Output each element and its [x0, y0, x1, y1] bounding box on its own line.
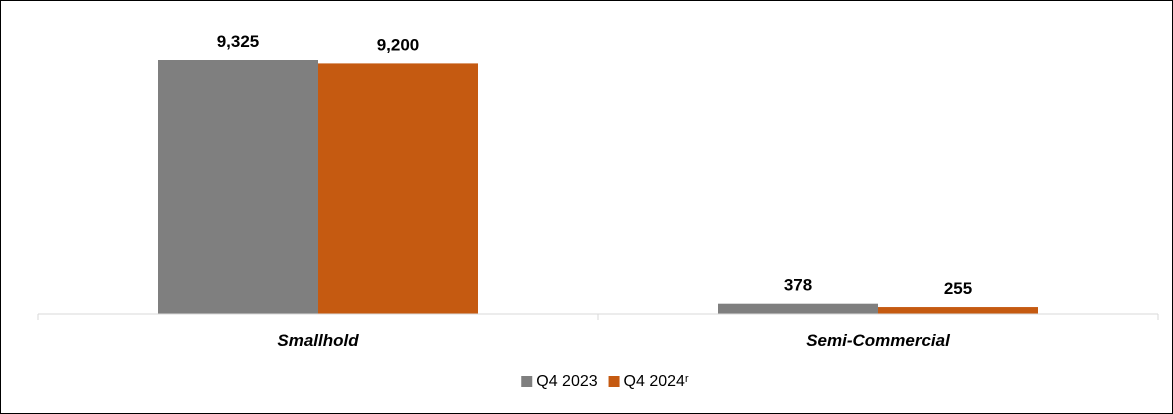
- bars-layer: [158, 60, 1038, 314]
- data-label-smallhold-q4-2023: 9,325: [217, 32, 260, 51]
- legend-label-q4-2023: Q4 2023: [536, 373, 597, 390]
- legend-label-q4-2024: Q4 2024ʳ: [624, 373, 689, 390]
- bar-semi-commercial-q4-2023: [718, 303, 878, 314]
- data-label-smallhold-q4-2024: 9,200: [377, 35, 420, 54]
- legend-swatch-q4-2023: [521, 376, 533, 387]
- legend-swatch-q4-2024: [608, 376, 620, 387]
- bar-smallhold-q4-2024: [318, 63, 478, 314]
- category-labels-layer: Smallhold Semi-Commercial: [277, 331, 951, 350]
- category-label-smallhold: Smallhold: [277, 331, 359, 350]
- data-label-semi-commercial-q4-2023: 378: [784, 276, 812, 295]
- bar-semi-commercial-q4-2024: [878, 307, 1038, 314]
- legend-item-q4-2023: Q4 2023: [521, 373, 598, 390]
- data-labels-layer: 9,325 9,200 378 255: [217, 32, 972, 298]
- bar-smallhold-q4-2023: [158, 60, 318, 314]
- legend-item-q4-2024: Q4 2024ʳ: [608, 373, 689, 390]
- category-label-semi-commercial: Semi-Commercial: [806, 331, 951, 350]
- data-label-semi-commercial-q4-2024: 255: [944, 279, 972, 298]
- x-axis: [37, 313, 1159, 320]
- legend: Q4 2023 Q4 2024ʳ: [521, 373, 689, 390]
